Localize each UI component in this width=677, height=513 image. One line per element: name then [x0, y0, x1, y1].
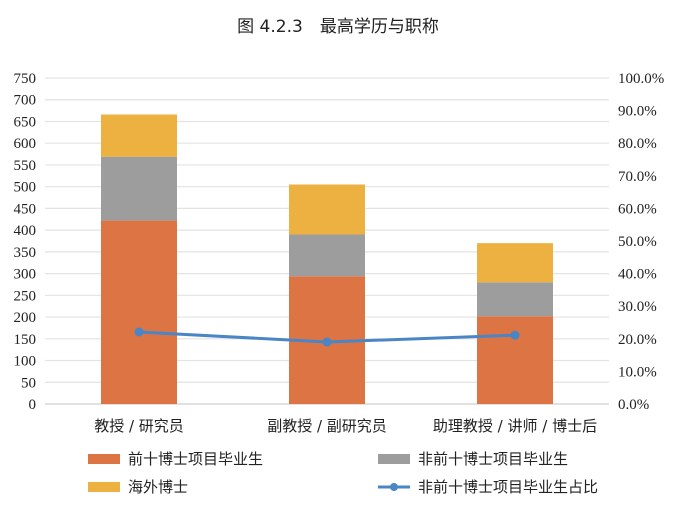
left-tick-label: 450	[14, 201, 37, 217]
left-tick-label: 150	[14, 332, 37, 348]
right-tick-label: 20.0%	[618, 332, 657, 348]
legend-label: 非前十博士项目毕业生	[418, 450, 568, 468]
left-tick-label: 300	[14, 267, 37, 283]
legend-label: 海外博士	[128, 478, 188, 496]
bar-segment	[289, 234, 365, 277]
left-tick-label: 700	[14, 93, 37, 109]
line-point	[510, 330, 520, 340]
right-tick-label: 50.0%	[618, 234, 657, 250]
left-tick-label: 500	[14, 180, 37, 196]
left-tick-label: 0	[29, 397, 37, 413]
right-tick-label: 60.0%	[618, 201, 657, 217]
category-labels: 教授 / 研究员 副教授 / 副研究员 助理教授 / 讲师 / 博士后	[94, 417, 597, 435]
legend-swatch	[378, 454, 410, 464]
legend-swatch	[88, 454, 120, 464]
right-axis: 0.0% 10.0% 20.0% 30.0% 40.0% 50.0% 60.0% 70.0% 8…	[618, 71, 664, 413]
left-tick-label: 400	[14, 223, 37, 239]
legend-label: 非前十博士项目毕业生占比	[418, 478, 598, 496]
left-tick-label: 750	[14, 71, 37, 87]
bar-segment	[477, 243, 553, 283]
legend-swatch	[88, 482, 120, 492]
left-tick-label: 200	[14, 310, 37, 326]
category-label: 副教授 / 副研究员	[267, 417, 387, 435]
bar-segment	[101, 156, 177, 221]
left-tick-label: 550	[14, 158, 37, 174]
right-tick-label: 100.0%	[618, 71, 664, 87]
right-tick-label: 80.0%	[618, 136, 657, 152]
bar-segment	[289, 184, 365, 235]
left-tick-label: 650	[14, 114, 37, 130]
right-tick-label: 40.0%	[618, 267, 657, 283]
category-label: 助理教授 / 讲师 / 博士后	[433, 417, 597, 435]
left-tick-label: 100	[14, 354, 37, 370]
category-label: 教授 / 研究员	[94, 417, 184, 435]
ratio-line	[134, 327, 520, 347]
bar-segment	[477, 282, 553, 317]
left-tick-label: 250	[14, 288, 37, 304]
right-tick-label: 90.0%	[618, 104, 657, 120]
bar-segment	[477, 316, 553, 404]
legend-label: 前十博士项目毕业生	[128, 450, 263, 468]
left-tick-label: 600	[14, 136, 37, 152]
right-tick-label: 30.0%	[618, 299, 657, 315]
left-axis: 0 50 100 150 200 250 300 350 400 450 500 550 600 650 7…	[14, 71, 37, 413]
bars	[101, 114, 553, 404]
legend-marker	[390, 483, 398, 491]
left-tick-label: 350	[14, 245, 37, 261]
bar-segment	[101, 220, 177, 404]
line-point	[322, 337, 332, 347]
chart-title: 图 4.2.3 最高学历与职称	[237, 17, 439, 37]
left-tick-label: 50	[21, 375, 36, 391]
line-point	[134, 327, 144, 337]
right-tick-label: 0.0%	[618, 397, 649, 413]
bar-segment	[101, 114, 177, 157]
right-tick-label: 70.0%	[618, 169, 657, 185]
right-tick-label: 10.0%	[618, 364, 657, 380]
